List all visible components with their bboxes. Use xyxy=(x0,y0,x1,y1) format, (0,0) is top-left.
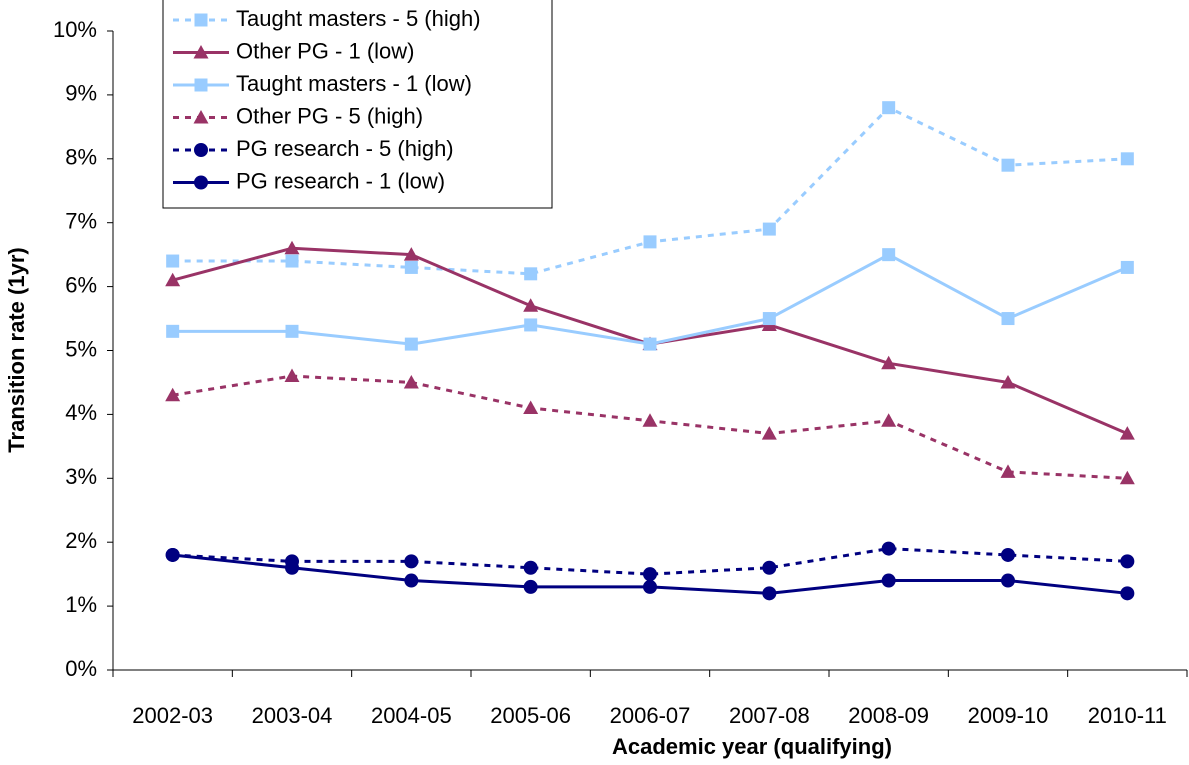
y-tick-label: 9% xyxy=(65,81,97,106)
y-tick-label: 7% xyxy=(65,209,97,234)
data-point xyxy=(1001,158,1015,172)
data-point xyxy=(1001,573,1015,588)
data-point xyxy=(1001,547,1015,562)
legend-label: PG research - 1 (low) xyxy=(236,168,445,193)
data-point xyxy=(403,247,419,261)
series-line xyxy=(172,374,1128,480)
data-point xyxy=(1119,470,1135,485)
x-tick-label: 2007-08 xyxy=(729,703,810,728)
x-tick-label: 2010-11 xyxy=(1088,703,1167,728)
y-tick-label: 0% xyxy=(65,656,97,681)
legend-marker xyxy=(193,45,209,59)
data-point xyxy=(165,547,180,562)
y-tick-label: 2% xyxy=(65,528,97,553)
data-point xyxy=(523,560,538,575)
data-point xyxy=(523,298,539,312)
data-point xyxy=(404,260,418,274)
data-point xyxy=(881,355,897,370)
data-point xyxy=(643,567,657,582)
data-point xyxy=(643,579,657,594)
data-point xyxy=(643,235,657,249)
y-axis-title: Transition rate (1yr) xyxy=(4,247,29,452)
data-point xyxy=(285,324,299,338)
data-point xyxy=(643,337,657,351)
data-point xyxy=(762,312,776,326)
data-point xyxy=(1119,426,1135,440)
data-point xyxy=(1120,260,1134,274)
y-tick-label: 1% xyxy=(65,592,97,617)
legend-label: Other PG - 1 (low) xyxy=(236,38,414,63)
data-point xyxy=(881,573,896,588)
y-tick-label: 10% xyxy=(53,17,97,42)
data-point xyxy=(1001,312,1015,326)
data-point xyxy=(524,318,538,332)
data-point xyxy=(165,272,181,287)
data-point xyxy=(1120,152,1134,166)
data-point xyxy=(284,240,300,255)
data-point xyxy=(762,222,776,236)
data-point xyxy=(285,560,299,575)
y-tick-label: 5% xyxy=(65,336,97,361)
data-point xyxy=(881,541,896,556)
data-point xyxy=(285,254,299,268)
x-tick-label: 2003-04 xyxy=(252,703,333,728)
data-point xyxy=(642,413,658,427)
data-point xyxy=(404,573,419,588)
data-point xyxy=(882,248,896,262)
x-tick-label: 2008-09 xyxy=(848,703,929,728)
y-tick-label: 3% xyxy=(65,464,97,489)
data-point xyxy=(882,101,896,115)
data-point xyxy=(1120,554,1135,569)
series-line xyxy=(172,547,1128,576)
data-point xyxy=(881,413,897,427)
legend-label: PG research - 5 (high) xyxy=(236,136,454,161)
legend-marker xyxy=(194,175,208,190)
x-tick-label: 2009-10 xyxy=(968,703,1049,728)
data-point xyxy=(1000,374,1016,389)
data-point xyxy=(524,267,538,281)
data-point xyxy=(1120,586,1135,601)
data-point xyxy=(404,337,418,351)
x-axis-title: Academic year (qualifying) xyxy=(612,734,892,759)
data-point xyxy=(1000,464,1016,478)
x-tick-label: 2005-06 xyxy=(490,703,571,728)
legend-marker xyxy=(194,13,208,27)
legend-label: Other PG - 5 (high) xyxy=(236,103,423,128)
data-point xyxy=(761,426,777,440)
data-point xyxy=(523,400,539,415)
data-point xyxy=(403,374,419,389)
legend-box xyxy=(162,0,553,209)
legend-marker xyxy=(193,110,209,124)
legend-label: Taught masters - 5 (high) xyxy=(236,6,481,31)
data-point xyxy=(166,254,180,268)
data-point xyxy=(762,586,777,601)
series-line xyxy=(172,252,1128,346)
data-point xyxy=(284,368,300,383)
y-tick-label: 8% xyxy=(65,145,97,170)
data-point xyxy=(166,324,180,338)
data-point xyxy=(523,579,538,594)
y-tick-label: 4% xyxy=(65,400,97,425)
legend-marker xyxy=(194,143,208,157)
x-tick-label: 2002-03 xyxy=(132,703,213,728)
data-point xyxy=(762,560,777,575)
x-tick-label: 2004-05 xyxy=(371,703,452,728)
legend-label: Taught masters - 1 (low) xyxy=(236,71,472,96)
data-point xyxy=(165,387,181,402)
y-tick-label: 6% xyxy=(65,272,97,297)
legend-marker xyxy=(194,78,208,92)
x-tick-label: 2006-07 xyxy=(610,703,691,728)
data-point xyxy=(404,554,419,569)
